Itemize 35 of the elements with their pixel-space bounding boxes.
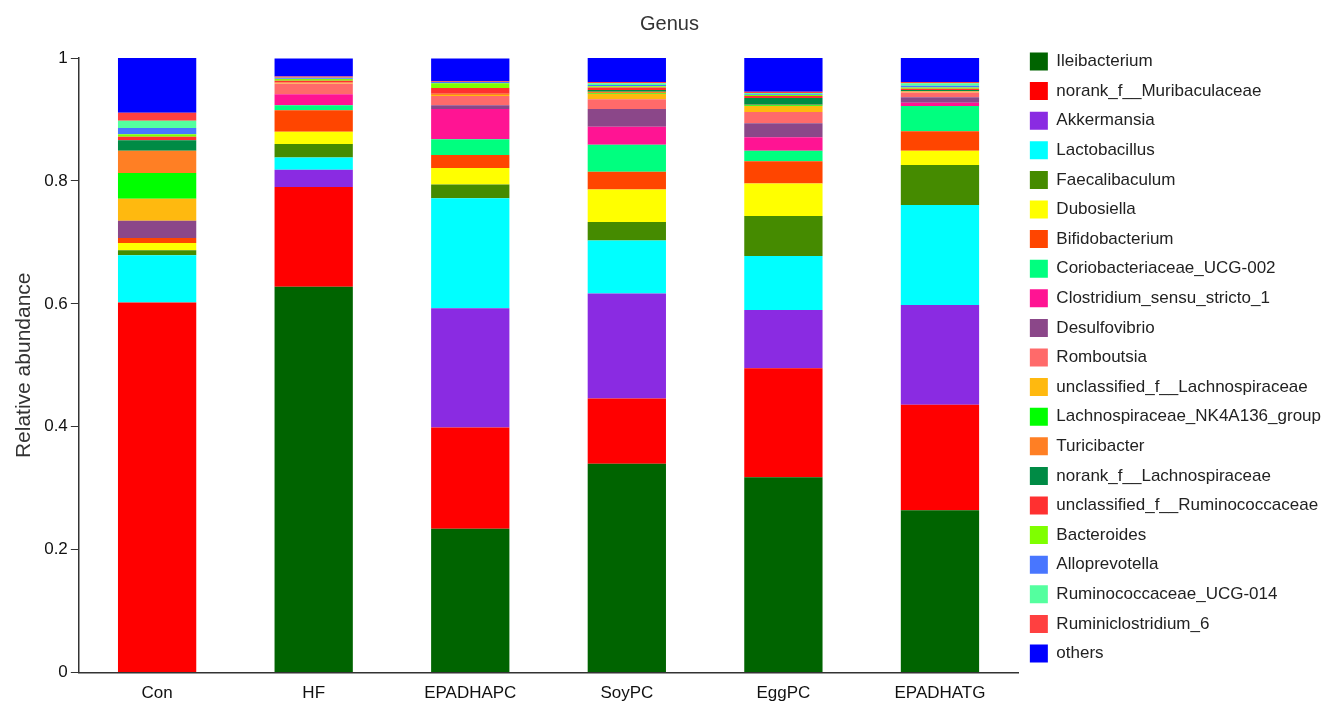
legend-label: Lactobacillus <box>1056 139 1155 159</box>
legend-label: Akkermansia <box>1056 110 1156 130</box>
legend-label: norank_f__Lachnospiraceae <box>1056 465 1271 485</box>
legend-label: Ruminococcaceae_UCG-014 <box>1056 583 1278 603</box>
x-tick-label: HF <box>302 683 326 703</box>
legend-label: Alloprevotella <box>1056 554 1159 574</box>
legend-label: Clostridium_sensu_stricto_1 <box>1056 287 1270 307</box>
legend-label: Lachnospiraceae_NK4A136_group <box>1056 406 1322 426</box>
x-tick-label: EggPC <box>756 683 811 703</box>
legend-label: unclassified_f__Lachnospiraceae <box>1056 376 1308 396</box>
legend-label: Coriobacteriaceae_UCG-002 <box>1056 258 1276 278</box>
legend-label: Faecalibaculum <box>1056 169 1176 189</box>
legend-label: Turicibacter <box>1056 435 1145 455</box>
chart-title: Genus <box>640 11 699 34</box>
legend-label: others <box>1056 643 1104 663</box>
y-axis-title: Relative abundance <box>11 272 35 459</box>
legend-label: Dubosiella <box>1056 199 1137 219</box>
legend-label: Ileibacterium <box>1056 51 1153 71</box>
legend-label: norank_f__Muribaculaceae <box>1056 80 1262 100</box>
x-tick-label: EPADHATG <box>894 683 986 703</box>
y-tick-label: 0.4 <box>44 416 68 436</box>
legend-label: Romboutsia <box>1056 347 1148 367</box>
x-tick-label: Con <box>141 683 173 703</box>
y-tick-label: 0 <box>58 662 68 682</box>
legend-label: Desulfovibrio <box>1056 317 1155 337</box>
legend-label: Bifidobacterium <box>1056 228 1174 248</box>
legend-label: Ruminiclostridium_6 <box>1056 613 1210 633</box>
x-tick-label: EPADHAPC <box>424 683 517 703</box>
y-tick-label: 0.6 <box>44 293 68 313</box>
legend-label: Bacteroides <box>1056 524 1147 544</box>
y-tick-label: 0.8 <box>44 170 68 190</box>
x-tick-label: SoyPC <box>600 683 654 703</box>
legend-label: unclassified_f__Ruminococcaceae <box>1056 495 1319 515</box>
y-tick-label: 0.2 <box>44 539 68 559</box>
y-tick-label: 1 <box>58 47 68 67</box>
